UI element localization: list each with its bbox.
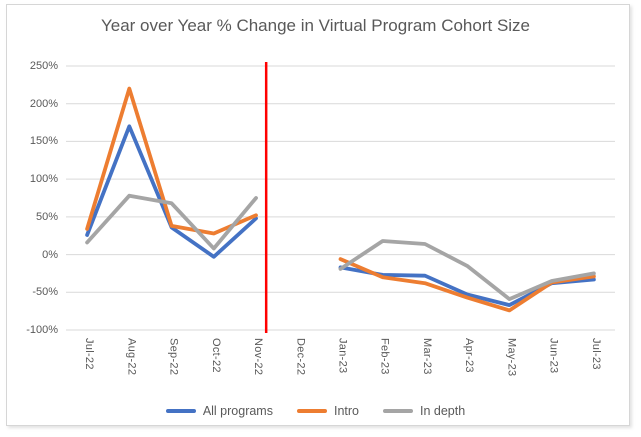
chart-title: Year over Year % Change in Virtual Progr… [100,16,531,35]
y-axis-tick-label: 50% [35,210,58,223]
y-axis-tick-label: -50% [32,286,58,299]
legend-line-marker [383,408,413,414]
x-axis-tick-label: Dec-22 [294,338,307,376]
series-line-all-programs [85,124,596,307]
x-axis-tick-label: Jan-23 [336,338,349,374]
y-axis-tick-label: 250% [29,60,58,72]
x-axis-tick-label: Sep-22 [167,338,180,376]
legend-item-intro: Intro [296,404,359,418]
x-axis-tick-label: Mar-23 [420,338,433,375]
y-axis-tick-label: 200% [29,97,58,110]
series-line-in-depth [85,193,596,301]
legend-item-all-programs: All programs [165,404,273,418]
legend-line-marker [165,408,196,414]
x-axis-tick-label: Oct-22 [209,338,222,373]
x-axis-tick-label: Apr-23 [463,338,476,373]
legend-item-in-depth: In depth [383,404,465,418]
x-axis-tick-label: Feb-23 [378,338,391,375]
y-axis-tick-label: 0% [42,248,58,261]
x-axis-tick-label: Nov-22 [252,338,265,376]
x-axis-tick-label: May-23 [505,338,518,377]
x-axis-tick-label: Jul-22 [83,338,96,370]
legend-label: In depth [420,404,466,418]
y-axis-tick-label: -100% [26,324,58,336]
legend: All programs Intro In depth [0,401,631,421]
y-axis-tick-label: 100% [29,173,58,186]
x-axis-tick-label: Jul-23 [589,338,602,370]
legend-line-marker [296,408,327,414]
x-axis-tick-label: Jun-23 [547,338,560,374]
series-line-intro [85,86,596,313]
y-axis-tick-label: 150% [29,135,58,148]
legend-label: Intro [333,404,359,418]
legend-label: All programs [202,404,273,418]
x-axis-tick-label: Aug-22 [125,338,138,376]
